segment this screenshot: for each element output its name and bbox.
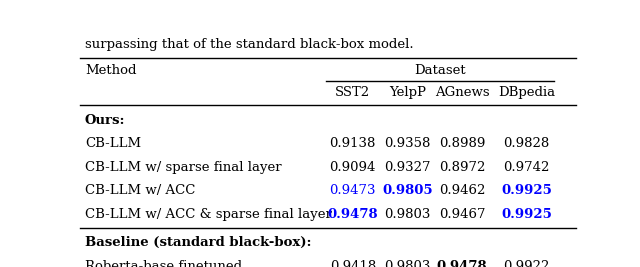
Text: Ours:: Ours:: [85, 113, 125, 127]
Text: CB-LLM w/ ACC & sparse final layer: CB-LLM w/ ACC & sparse final layer: [85, 208, 332, 221]
Text: CB-LLM w/ ACC: CB-LLM w/ ACC: [85, 184, 195, 198]
Text: Method: Method: [85, 64, 136, 77]
Text: 0.8972: 0.8972: [439, 161, 485, 174]
Text: SST2: SST2: [335, 86, 371, 99]
Text: 0.9327: 0.9327: [384, 161, 431, 174]
Text: 0.8989: 0.8989: [439, 137, 485, 150]
Text: Dataset: Dataset: [414, 64, 465, 77]
Text: 0.9094: 0.9094: [330, 161, 376, 174]
Text: 0.9462: 0.9462: [439, 184, 485, 198]
Text: 0.9803: 0.9803: [384, 208, 431, 221]
Text: 0.9922: 0.9922: [503, 260, 550, 267]
Text: 0.9828: 0.9828: [503, 137, 550, 150]
Text: 0.9138: 0.9138: [330, 137, 376, 150]
Text: 0.9742: 0.9742: [503, 161, 550, 174]
Text: 0.9925: 0.9925: [501, 184, 552, 198]
Text: 0.9478: 0.9478: [436, 260, 487, 267]
Text: YelpP: YelpP: [389, 86, 426, 99]
Text: DBpedia: DBpedia: [498, 86, 555, 99]
Text: 0.9805: 0.9805: [382, 184, 433, 198]
Text: Baseline (standard black-box):: Baseline (standard black-box):: [85, 236, 312, 249]
Text: surpassing that of the standard black-box model.: surpassing that of the standard black-bo…: [85, 38, 413, 51]
Text: 0.9358: 0.9358: [384, 137, 431, 150]
Text: CB-LLM: CB-LLM: [85, 137, 141, 150]
Text: 0.9467: 0.9467: [438, 208, 485, 221]
Text: 0.9925: 0.9925: [501, 208, 552, 221]
Text: CB-LLM w/ sparse final layer: CB-LLM w/ sparse final layer: [85, 161, 282, 174]
Text: 0.9473: 0.9473: [330, 184, 376, 198]
Text: 0.9478: 0.9478: [328, 208, 378, 221]
Text: 0.9803: 0.9803: [384, 260, 431, 267]
Text: Roberta-base finetuned: Roberta-base finetuned: [85, 260, 242, 267]
Text: AGnews: AGnews: [435, 86, 489, 99]
Text: 0.9418: 0.9418: [330, 260, 376, 267]
